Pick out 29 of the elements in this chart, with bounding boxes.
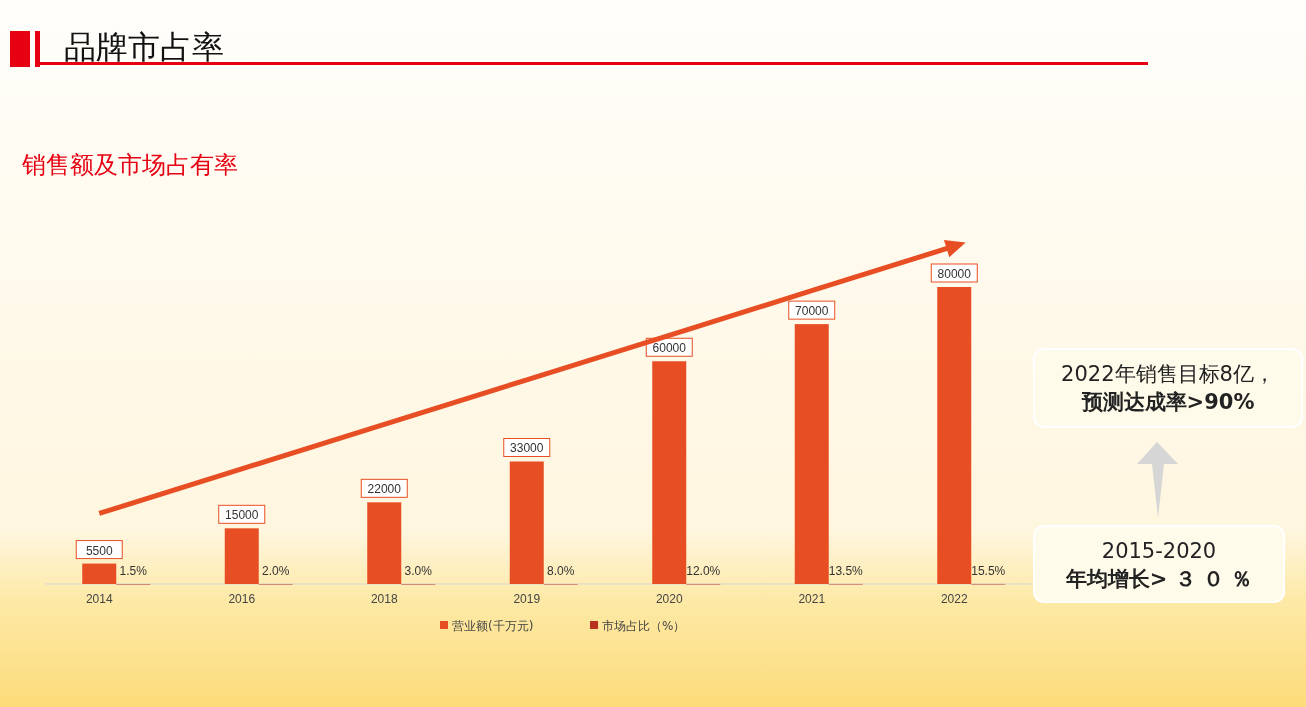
data-label: 33000: [510, 441, 544, 456]
data-label: 13.5%: [828, 563, 864, 578]
text: 2015-2020: [1101, 539, 1217, 563]
text: 年均增长> ３ ０ ％: [1064, 567, 1253, 591]
data-label: 15000: [225, 508, 259, 523]
x-tick-label: 2020: [655, 592, 683, 606]
x-tick-label: 2016: [228, 592, 256, 606]
data-label: 15.5%: [971, 563, 1006, 578]
x-tick-label: 2021: [798, 592, 826, 606]
data-label: 60000: [652, 341, 687, 356]
x-tick-label: 2022: [940, 592, 968, 606]
data-label: 70000: [795, 304, 829, 319]
data-label: 80000: [937, 267, 972, 281]
x-tick-label: 2014: [85, 592, 113, 606]
data-label: 8.0%: [547, 563, 575, 578]
data-label: 12.0%: [686, 563, 721, 578]
legend-label: 市场占比（%）: [602, 619, 686, 633]
data-label: 3.0%: [404, 563, 433, 578]
chart-subtitle: 销售额及市场占有率: [21, 151, 238, 179]
x-tick-label: 2018: [370, 592, 398, 606]
text: 预测达成率>90%: [1080, 390, 1255, 414]
data-label: 1.5%: [119, 563, 148, 578]
data-label: 22000: [367, 482, 402, 497]
data-label: 5500: [85, 543, 113, 558]
legend-label: 营业额(千万元): [452, 619, 534, 633]
x-tick-label: 2019: [513, 592, 541, 606]
data-label: 2.0%: [262, 563, 290, 578]
chart-title: 品牌市占率: [64, 28, 224, 66]
text: 2022年销售目标8亿，: [1061, 362, 1275, 386]
